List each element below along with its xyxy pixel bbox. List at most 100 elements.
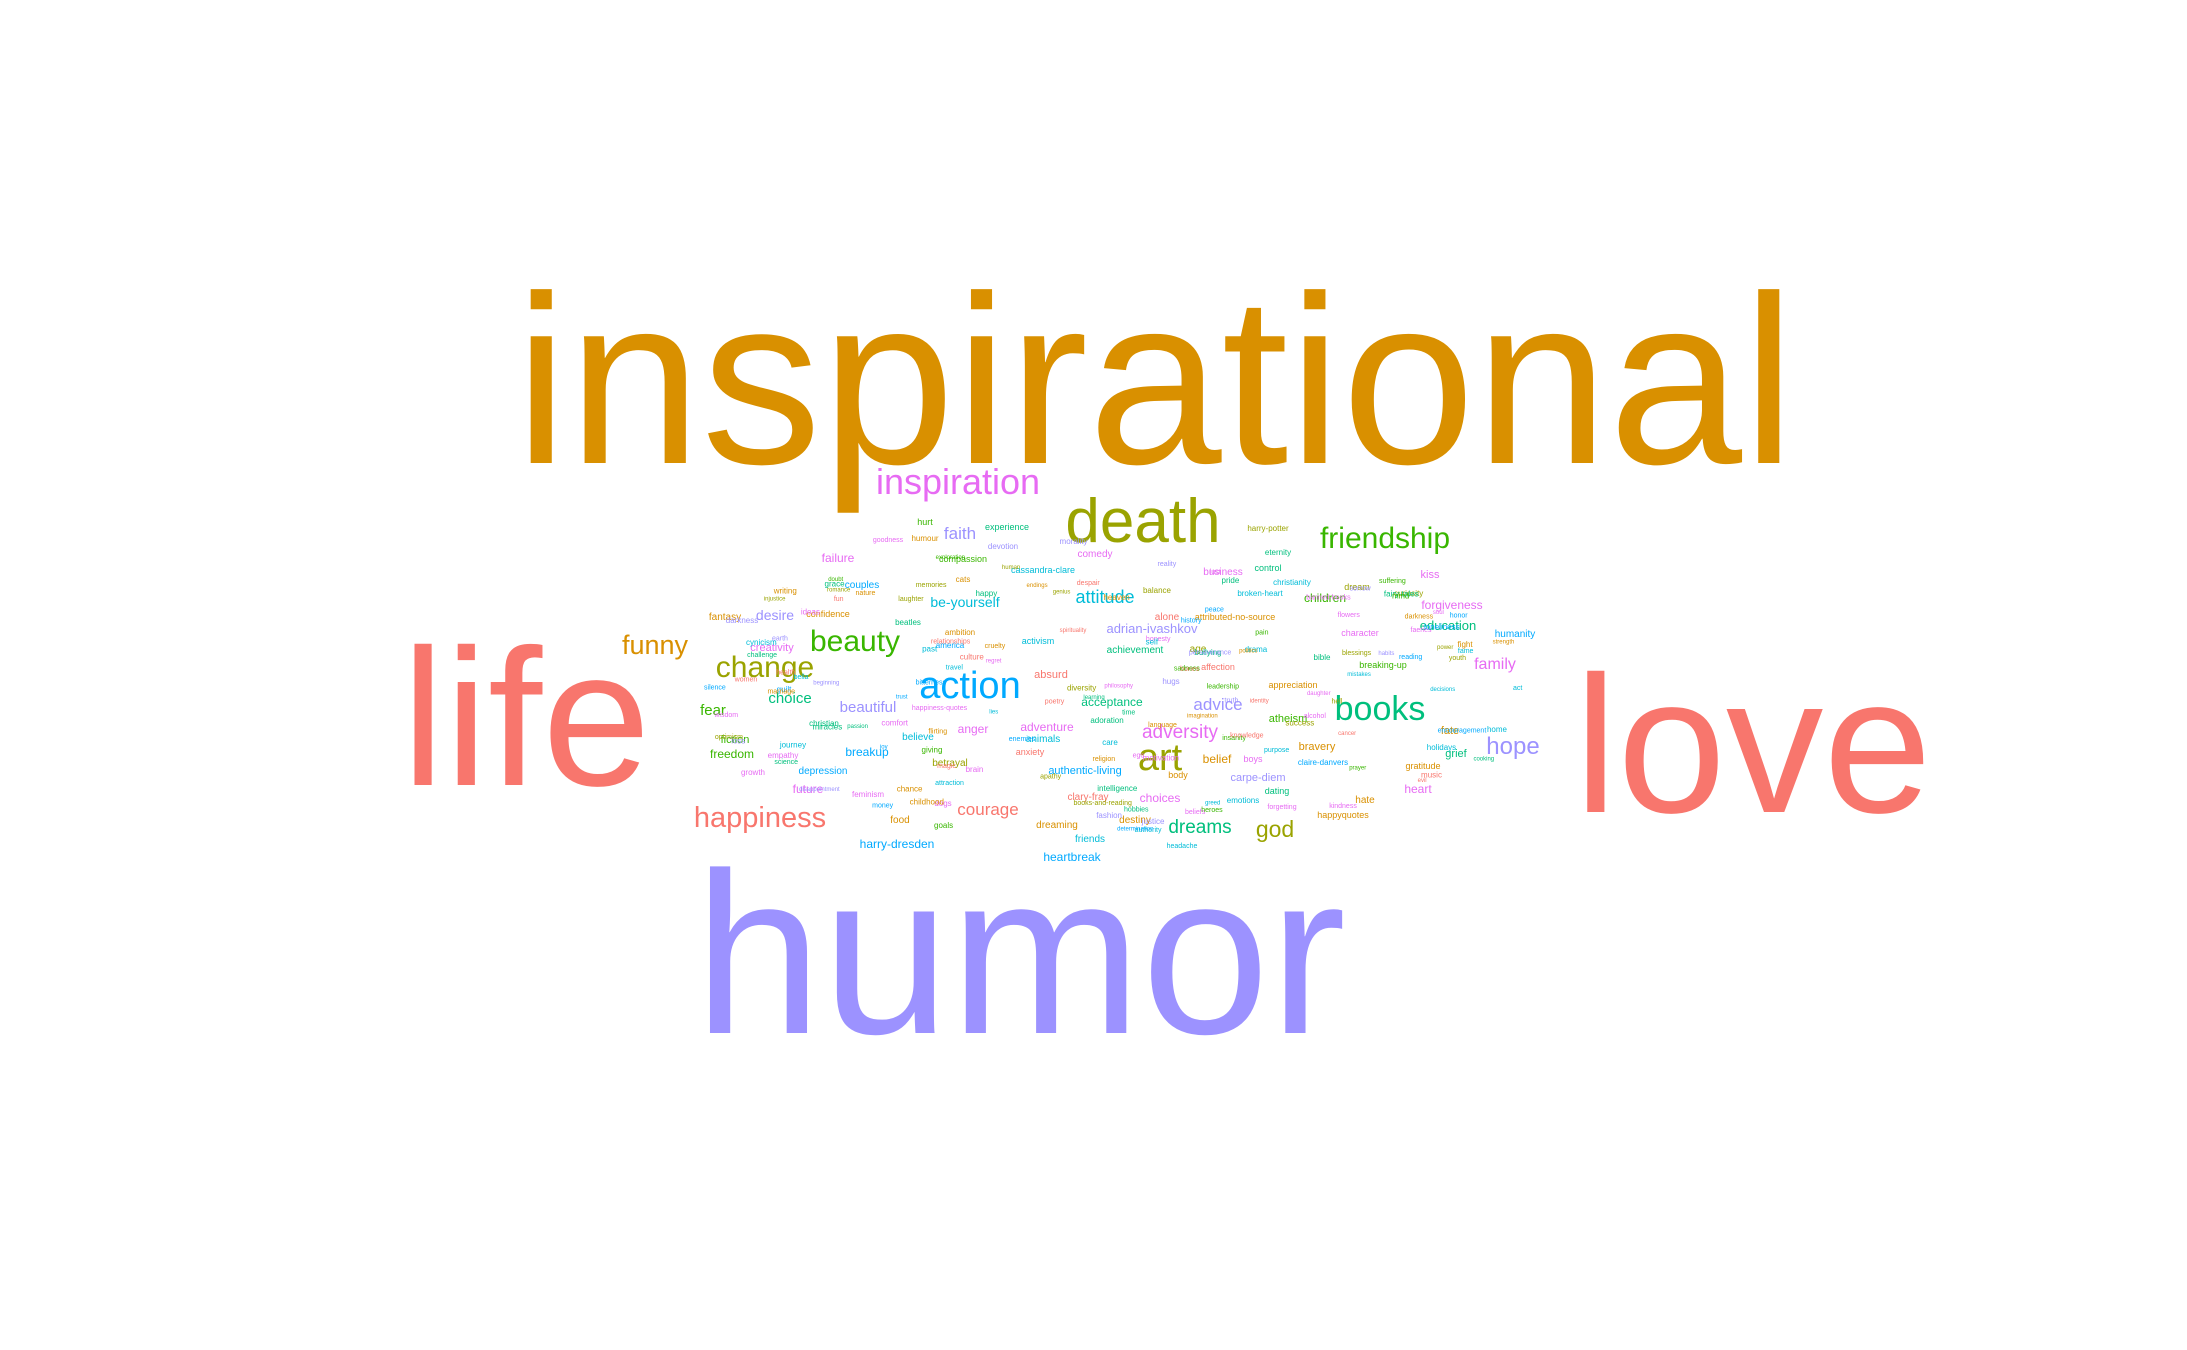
word-body-107: body	[1168, 770, 1188, 780]
word-identity-187: identity	[1250, 699, 1269, 705]
word-giving-127: giving	[922, 745, 943, 754]
word-food-53: food	[890, 815, 909, 826]
word-anxiety-81: anxiety	[1016, 747, 1045, 757]
word-desire-30: desire	[756, 607, 794, 623]
word-grace-173: grace	[825, 579, 846, 588]
word-action-7: action	[919, 665, 1020, 707]
word-endings-162: endings	[1027, 583, 1048, 589]
word-belief-40: belief	[1203, 752, 1232, 766]
word-books-8: books	[1335, 690, 1426, 728]
word-justice-194: justice	[1141, 817, 1165, 826]
word-believe-55: believe	[902, 732, 934, 743]
word-peace-220: peace	[1205, 607, 1224, 614]
word-pain-217: pain	[1255, 629, 1268, 636]
word-wisdom-249: wisdom	[713, 712, 738, 719]
word-journey-192: journey	[779, 741, 806, 750]
word-fate-46: fate	[1441, 725, 1459, 737]
word-prayer-226: prayer	[1349, 766, 1366, 772]
word-bones-133: bones	[1180, 666, 1200, 673]
word-harry-potter-89: harry-potter	[1247, 524, 1289, 533]
word-heartbreak-34: heartbreak	[1043, 850, 1101, 864]
word-culture-148: culture	[960, 652, 985, 661]
word-holidays-183: holidays	[1427, 743, 1456, 752]
word-failure-31: failure	[822, 551, 855, 565]
word-chance-134: chance	[897, 785, 923, 794]
word-goodness-111: goodness	[873, 537, 904, 544]
word-children-32: children	[1304, 591, 1346, 605]
word-change-11: change	[716, 651, 814, 684]
word-history-121: history	[1181, 618, 1202, 625]
word-harry-dresden-33: harry-dresden	[860, 837, 935, 851]
word-trust-247: trust	[896, 695, 908, 701]
word-habits-176: habits	[1378, 651, 1394, 657]
word-politics-224: politics	[1239, 649, 1257, 655]
word-honesty-124: honesty	[1146, 636, 1171, 643]
word-travel-246: travel	[946, 664, 964, 671]
word-grief-47: grief	[1445, 748, 1467, 760]
word-reading-229: reading	[1399, 654, 1422, 661]
word-nature-215: nature	[856, 590, 876, 597]
word-bullying-144: bullying	[1194, 648, 1221, 657]
word-curiosity-149: curiosity	[1394, 589, 1423, 598]
word-science-236: science	[774, 759, 798, 766]
word-heaven-179: heaven	[1103, 593, 1129, 602]
word-hate-60: hate	[1355, 795, 1375, 806]
word-childhood-119: childhood	[910, 797, 944, 806]
word-writing-251: writing	[773, 587, 797, 596]
word-beauty-10: beauty	[810, 625, 900, 658]
word-care-112: care	[1102, 738, 1118, 747]
word-gratitude-109: gratitude	[1405, 761, 1440, 771]
word-fear-25: fear	[700, 702, 726, 719]
word-feminism-87: feminism	[852, 790, 884, 799]
word-flowers-169: flowers	[1338, 612, 1361, 619]
word-activism-79: activism	[1022, 636, 1055, 646]
word-faeries-125: faeries	[1411, 627, 1433, 634]
word-spirituality-241: spirituality	[1060, 628, 1087, 634]
word-christianity-94: christianity	[1273, 578, 1311, 587]
word-darkness-150: darkness	[1405, 613, 1434, 620]
word-choices-43: choices	[1140, 791, 1181, 805]
word-betrayal-54: betrayal	[932, 758, 968, 769]
word-be-yourself-22: be-yourself	[930, 594, 999, 610]
word-hurt-90: hurt	[917, 517, 933, 527]
word-time-245: time	[1122, 710, 1135, 717]
word-love-3: love	[1574, 636, 1932, 854]
word-music-214: music	[1421, 770, 1442, 779]
word-america-100: america	[936, 641, 965, 650]
word-home-113: home	[1487, 725, 1508, 734]
word-affection-103: affection	[1201, 662, 1235, 672]
word-experience-70: experience	[985, 522, 1029, 532]
word-forgetting-116: forgetting	[1267, 804, 1296, 811]
word-perseverance-221: perseverance	[1189, 649, 1232, 656]
word-beatles-98: beatles	[895, 618, 921, 627]
word-lies-201: lies	[989, 709, 998, 715]
word-miracles-209: miracles	[812, 723, 842, 732]
word-boys-84: boys	[1243, 754, 1263, 764]
word-dating-78: dating	[1265, 786, 1290, 796]
word-act-117: act	[1513, 685, 1522, 692]
word-guilt-175: guilt	[777, 685, 792, 694]
word-reality-230: reality	[1158, 561, 1177, 568]
word-fame-166: fame	[1458, 648, 1474, 655]
word-genius-171: genius	[1053, 590, 1071, 596]
word-adventure-37: adventure	[1020, 720, 1074, 734]
word-appreciation-65: appreciation	[1268, 680, 1317, 690]
word-diversity-156: diversity	[1067, 684, 1096, 693]
word-flirting-168: flirting	[928, 728, 947, 735]
word-sadness-235: sadness	[1174, 666, 1201, 673]
word-christian-105: christian	[809, 719, 839, 728]
word-comedy-72: comedy	[1077, 549, 1112, 560]
word-ideas-186: ideas	[801, 607, 820, 616]
word-comfort-129: comfort	[881, 718, 908, 727]
word-poetry-223: poetry	[1045, 698, 1065, 705]
word-authentic-living-44: authentic-living	[1048, 765, 1121, 777]
word-empathy-86: empathy	[768, 751, 799, 760]
word-enemies-128: enemies	[1009, 736, 1036, 743]
word-truth-248: truth	[1224, 698, 1238, 705]
word-breakup-36: breakup	[845, 745, 889, 759]
word-alone-66: alone	[1155, 612, 1180, 623]
word-humour-91: humour	[911, 534, 938, 543]
word-courage-18: courage	[957, 800, 1018, 819]
word-darkness-126: darkness	[726, 616, 758, 625]
word-devotion-92: devotion	[988, 542, 1018, 551]
